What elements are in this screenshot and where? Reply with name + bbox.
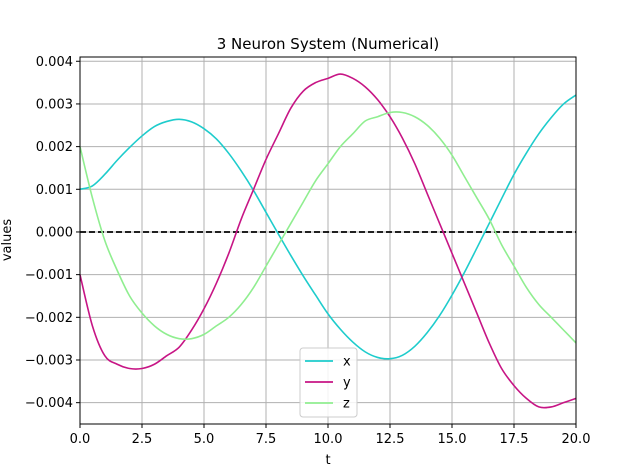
x-tick-label: 5.0 — [194, 432, 215, 447]
x-tick-label: 0.0 — [70, 432, 91, 447]
y-tick-label: 0.004 — [36, 55, 73, 70]
x-tick-label: 12.5 — [376, 432, 405, 447]
x-axis-label: t — [325, 453, 330, 468]
legend-label-x: x — [343, 355, 351, 370]
y-tick-label: 0.000 — [36, 225, 73, 240]
legend: xyz — [299, 347, 358, 418]
y-axis: −0.004 −0.003 −0.002 −0.001 0.000 0.001 0.002 0… — [25, 55, 80, 411]
y-tick-label: 0.002 — [36, 140, 73, 155]
x-axis: 0.0 2.5 5.0 7.5 10.0 12.5 15.0 17.5 20.0 — [70, 424, 591, 447]
x-tick-label: 20.0 — [562, 432, 591, 447]
y-tick-label: 0.003 — [36, 97, 73, 112]
y-tick-label: −0.001 — [25, 268, 73, 283]
chart-title: 3 Neuron System (Numerical) — [217, 35, 439, 53]
legend-label-z: z — [343, 397, 350, 412]
y-tick-label: −0.004 — [25, 396, 73, 411]
x-tick-label: 7.5 — [256, 432, 277, 447]
legend-label-y: y — [343, 376, 351, 391]
series-line-y — [79, 73, 577, 409]
x-tick-label: 10.0 — [314, 432, 343, 447]
y-axis-label: values — [0, 219, 15, 262]
x-tick-label: 17.5 — [500, 432, 529, 447]
x-tick-label: 15.0 — [438, 432, 467, 447]
series-group — [79, 73, 577, 409]
y-tick-label: 0.001 — [36, 183, 73, 198]
x-tick-label: 2.5 — [132, 432, 153, 447]
y-tick-label: −0.002 — [25, 311, 73, 326]
y-tick-label: −0.003 — [25, 353, 73, 368]
series-line-z — [79, 111, 577, 344]
series-line-x — [79, 94, 577, 360]
